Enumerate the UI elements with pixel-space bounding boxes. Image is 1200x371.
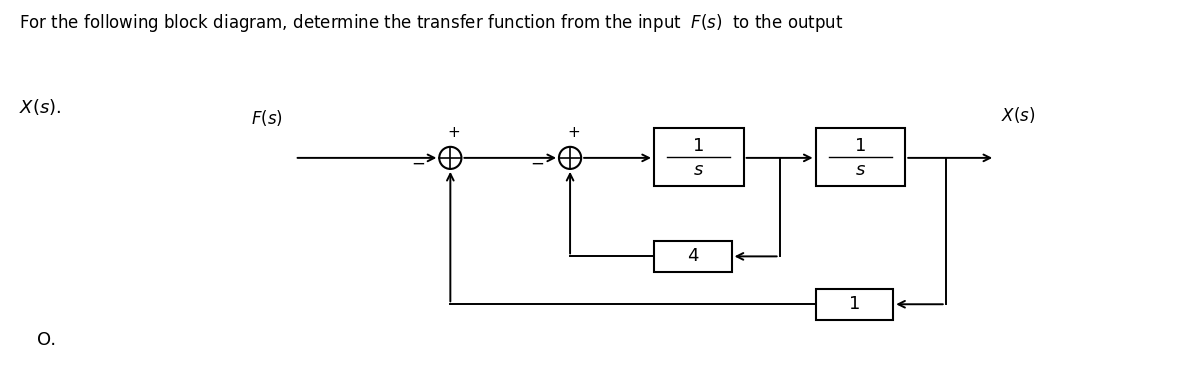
- Bar: [654, 128, 744, 186]
- Text: $X(s)$.: $X(s)$.: [19, 97, 61, 117]
- Text: 1: 1: [694, 137, 704, 155]
- Text: −: −: [410, 154, 425, 173]
- Bar: [654, 241, 732, 272]
- Bar: [816, 289, 893, 320]
- Text: $F(s)$: $F(s)$: [251, 108, 283, 128]
- Text: For the following block diagram, determine the transfer function from the input : For the following block diagram, determi…: [19, 13, 844, 35]
- Bar: [816, 128, 905, 186]
- Text: s: s: [694, 161, 703, 178]
- Text: 1: 1: [854, 137, 866, 155]
- Text: 4: 4: [688, 247, 698, 265]
- Text: −: −: [530, 154, 545, 173]
- Text: s: s: [856, 161, 865, 178]
- Text: $X(s)$: $X(s)$: [1001, 105, 1036, 125]
- Text: O.: O.: [37, 331, 56, 349]
- Text: +: +: [568, 125, 580, 139]
- Text: +: +: [448, 125, 460, 139]
- Text: 1: 1: [848, 295, 860, 313]
